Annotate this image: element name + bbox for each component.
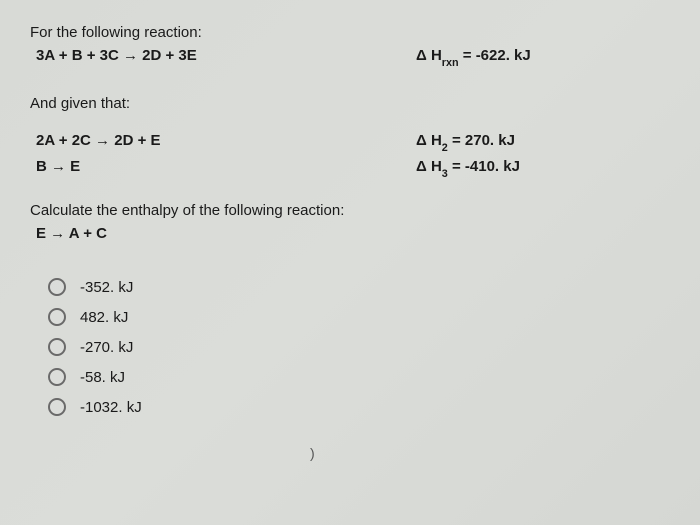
answer-options: -352. kJ 482. kJ -270. kJ -58. kJ -1032.… [30, 278, 670, 416]
reaction-3-enthalpy: Δ H3 = -410. kJ [416, 158, 670, 178]
option-c[interactable]: -270. kJ [48, 338, 670, 356]
target-reaction: E → A + C [36, 225, 107, 242]
option-label: -270. kJ [80, 339, 133, 356]
radio-icon [48, 338, 66, 356]
option-b[interactable]: 482. kJ [48, 308, 670, 326]
given-label: And given that: [30, 95, 410, 112]
radio-icon [48, 368, 66, 386]
radio-icon [48, 278, 66, 296]
radio-icon [48, 308, 66, 326]
stray-character: ) [310, 445, 315, 461]
intro-text: For the following reaction: [30, 24, 410, 41]
radio-icon [48, 398, 66, 416]
reaction-2-enthalpy: Δ H2 = 270. kJ [416, 132, 670, 152]
option-label: 482. kJ [80, 309, 128, 326]
calculate-label: Calculate the enthalpy of the following … [30, 202, 344, 219]
option-d[interactable]: -58. kJ [48, 368, 670, 386]
option-label: -1032. kJ [80, 399, 142, 416]
reaction-1-enthalpy: Δ Hrxn = -622. kJ [416, 47, 670, 67]
option-label: -58. kJ [80, 369, 125, 386]
option-label: -352. kJ [80, 279, 133, 296]
option-a[interactable]: -352. kJ [48, 278, 670, 296]
reaction-1-equation: 3A + B + 3C → 2D + 3E [36, 47, 416, 64]
reaction-3-equation: B → E [36, 158, 416, 175]
option-e[interactable]: -1032. kJ [48, 398, 670, 416]
reaction-2-equation: 2A + 2C → 2D + E [36, 132, 416, 149]
